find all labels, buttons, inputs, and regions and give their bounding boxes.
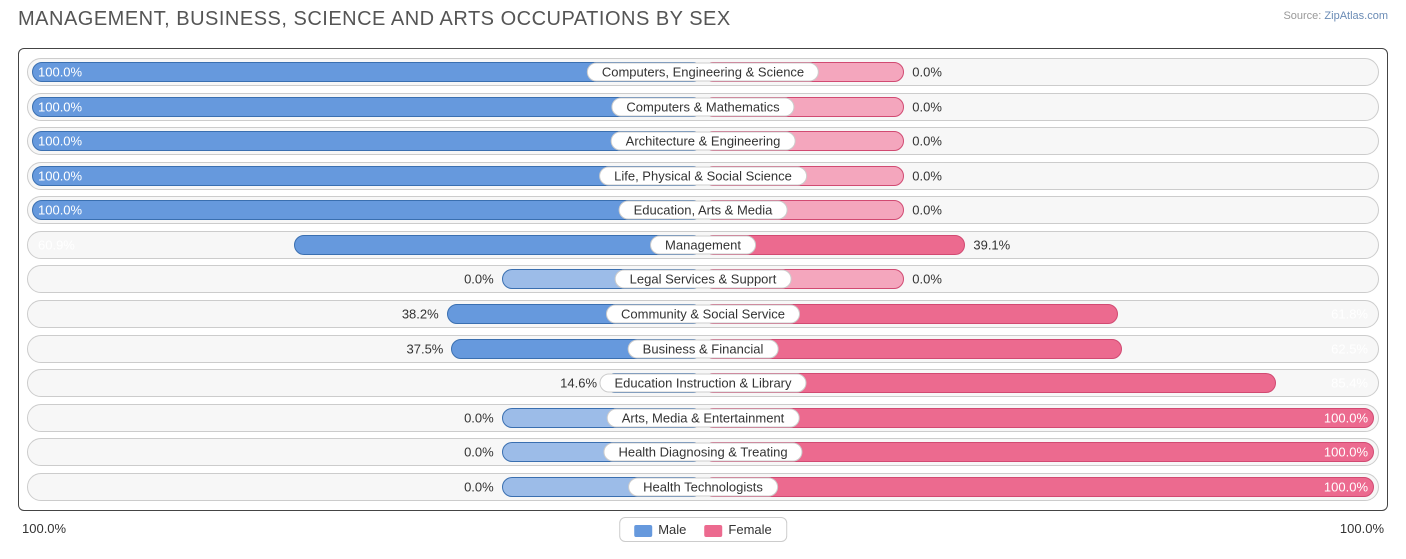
male-value-label: 0.0%	[464, 445, 494, 460]
axis-label-right: 100.0%	[1340, 521, 1384, 536]
legend-label: Male	[658, 522, 686, 537]
chart-row-inner: Architecture & Engineering 100.0% 0.0%	[32, 131, 1374, 151]
axis-label-left: 100.0%	[22, 521, 66, 536]
chart-row: Computers & Mathematics 100.0% 0.0%	[27, 93, 1379, 121]
female-value-label: 0.0%	[912, 65, 942, 80]
female-value-label: 100.0%	[1324, 445, 1368, 460]
chart-row: Legal Services & Support 0.0% 0.0%	[27, 265, 1379, 293]
category-label: Community & Social Service	[606, 304, 800, 323]
plot-area: Computers, Engineering & Science 100.0% 0.…	[18, 48, 1388, 511]
female-value-label: 100.0%	[1324, 410, 1368, 425]
female-bar	[703, 477, 1374, 497]
category-label: Computers & Mathematics	[611, 97, 794, 116]
chart-row-inner: Computers, Engineering & Science 100.0% 0.…	[32, 62, 1374, 82]
chart-row-inner: Health Diagnosing & Treating 0.0% 100.0%	[32, 442, 1374, 462]
legend-label: Female	[728, 522, 771, 537]
chart-row-inner: Arts, Media & Entertainment 0.0% 100.0%	[32, 408, 1374, 428]
female-bar	[703, 442, 1374, 462]
chart-row-inner: Legal Services & Support 0.0% 0.0%	[32, 269, 1374, 289]
chart-row: Health Diagnosing & Treating 0.0% 100.0%	[27, 438, 1379, 466]
chart-row-inner: Health Technologists 0.0% 100.0%	[32, 477, 1374, 497]
chart-row-inner: Management 60.9% 39.1%	[32, 235, 1374, 255]
male-bar	[294, 235, 703, 255]
male-bar	[32, 131, 703, 151]
chart-header: MANAGEMENT, BUSINESS, SCIENCE AND ARTS O…	[0, 0, 1406, 35]
female-value-label: 100.0%	[1324, 479, 1368, 494]
male-value-label: 60.9%	[38, 237, 75, 252]
legend-swatch	[634, 525, 652, 537]
male-value-label: 0.0%	[464, 410, 494, 425]
source-label: Source:	[1283, 10, 1321, 22]
legend-swatch	[704, 525, 722, 537]
female-value-label: 62.5%	[1331, 341, 1368, 356]
chart-row: Management 60.9% 39.1%	[27, 231, 1379, 259]
category-label: Management	[650, 235, 756, 254]
category-label: Architecture & Engineering	[611, 132, 796, 151]
male-value-label: 100.0%	[38, 134, 82, 149]
chart-row: Health Technologists 0.0% 100.0%	[27, 473, 1379, 501]
chart-row-inner: Life, Physical & Social Science 100.0% 0.0…	[32, 166, 1374, 186]
female-value-label: 0.0%	[912, 203, 942, 218]
chart-row: Education, Arts & Media 100.0% 0.0%	[27, 196, 1379, 224]
chart-row: Education Instruction & Library14.6% 85.4…	[27, 369, 1379, 397]
male-value-label: 100.0%	[38, 65, 82, 80]
female-value-label: 61.8%	[1331, 306, 1368, 321]
category-label: Legal Services & Support	[615, 270, 792, 289]
category-label: Business & Financial	[628, 339, 779, 358]
category-label: Education, Arts & Media	[619, 201, 788, 220]
chart-row-inner: Education Instruction & Library14.6% 85.4…	[32, 373, 1374, 393]
male-bar	[32, 200, 703, 220]
source-name: ZipAtlas.com	[1324, 10, 1388, 22]
male-value-label: 100.0%	[38, 99, 82, 114]
chart-row: Architecture & Engineering 100.0% 0.0%	[27, 127, 1379, 155]
female-value-label: 0.0%	[912, 272, 942, 287]
category-label: Life, Physical & Social Science	[599, 166, 807, 185]
female-value-label: 39.1%	[973, 237, 1010, 252]
male-value-label: 0.0%	[464, 479, 494, 494]
chart-row-inner: Community & Social Service 38.2% 61.8%	[32, 304, 1374, 324]
category-label: Health Technologists	[628, 477, 778, 496]
chart-row-inner: Education, Arts & Media 100.0% 0.0%	[32, 200, 1374, 220]
male-value-label: 100.0%	[38, 168, 82, 183]
male-value-label: 0.0%	[464, 272, 494, 287]
male-value-label: 37.5%	[407, 341, 444, 356]
chart-row-inner: Business & Financial 37.5% 62.5%	[32, 339, 1374, 359]
female-bar	[703, 408, 1374, 428]
legend: Male Female	[619, 517, 787, 542]
chart-title: MANAGEMENT, BUSINESS, SCIENCE AND ARTS O…	[18, 8, 731, 31]
chart-row: Life, Physical & Social Science 100.0% 0.0…	[27, 162, 1379, 190]
legend-item: Female	[704, 522, 771, 537]
category-label: Computers, Engineering & Science	[587, 63, 819, 82]
legend-item: Male	[634, 522, 686, 537]
female-value-label: 85.4%	[1331, 376, 1368, 391]
male-value-label: 100.0%	[38, 203, 82, 218]
category-label: Arts, Media & Entertainment	[607, 408, 800, 427]
male-bar	[32, 97, 703, 117]
category-label: Education Instruction & Library	[599, 374, 806, 393]
chart-footer: 100.0% 100.0% Male Female	[18, 515, 1388, 559]
chart-row-inner: Computers & Mathematics 100.0% 0.0%	[32, 97, 1374, 117]
chart-row: Computers, Engineering & Science 100.0% 0.…	[27, 58, 1379, 86]
chart-container: MANAGEMENT, BUSINESS, SCIENCE AND ARTS O…	[0, 0, 1406, 559]
category-label: Health Diagnosing & Treating	[603, 443, 802, 462]
chart-row: Community & Social Service 38.2% 61.8%	[27, 300, 1379, 328]
male-value-label: 14.6%	[560, 376, 597, 391]
female-value-label: 0.0%	[912, 99, 942, 114]
female-value-label: 0.0%	[912, 168, 942, 183]
chart-row: Arts, Media & Entertainment 0.0% 100.0%	[27, 404, 1379, 432]
male-value-label: 38.2%	[402, 306, 439, 321]
source-attribution: Source: ZipAtlas.com	[1283, 8, 1388, 22]
female-value-label: 0.0%	[912, 134, 942, 149]
chart-row: Business & Financial 37.5% 62.5%	[27, 335, 1379, 363]
